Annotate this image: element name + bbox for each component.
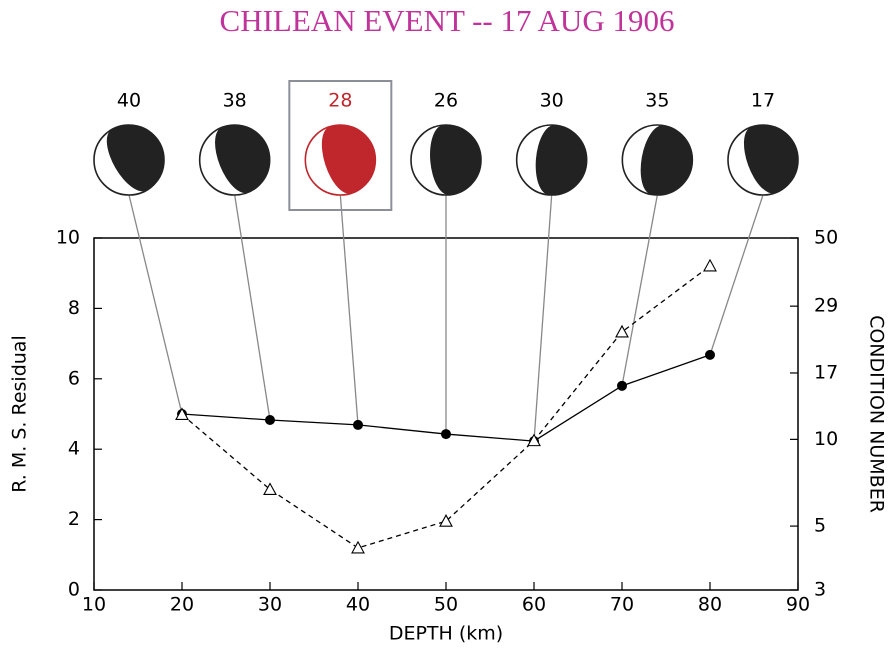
y-tick-label: 8 xyxy=(68,297,80,319)
y2-tick-label: 5 xyxy=(814,515,826,537)
triangle-marker xyxy=(616,326,628,337)
y2-tick-label: 50 xyxy=(814,227,838,249)
triangle-marker xyxy=(704,260,716,271)
x-tick-label: 30 xyxy=(258,594,282,616)
leader-line xyxy=(129,195,182,414)
mechanism-label: 38 xyxy=(223,90,247,112)
x-tick-label: 60 xyxy=(522,594,546,616)
leader-line xyxy=(235,195,270,420)
leader-line xyxy=(340,195,358,425)
circle-marker xyxy=(353,420,363,430)
y-tick-label: 0 xyxy=(68,579,80,601)
mechanism-label: 28 xyxy=(328,90,352,112)
y2-axis-label: CONDITION NUMBER xyxy=(866,315,888,513)
circle-marker xyxy=(617,381,627,391)
x-axis-label: DEPTH (km) xyxy=(389,623,503,645)
circle-marker xyxy=(705,350,715,360)
chart-title: CHILEAN EVENT -- 17 AUG 1906 xyxy=(220,3,675,38)
x-tick-label: 70 xyxy=(610,594,634,616)
x-tick-label: 40 xyxy=(346,594,370,616)
y-axis-label: R. M. S. Residual xyxy=(9,335,31,492)
leader-line xyxy=(710,195,763,355)
x-tick-label: 90 xyxy=(786,594,810,616)
y2-tick-label: 29 xyxy=(814,295,838,317)
leader-line xyxy=(534,195,552,441)
mechanism-label: 35 xyxy=(645,90,669,112)
leader-line xyxy=(622,195,657,386)
y-tick-label: 2 xyxy=(68,508,80,530)
y2-tick-label: 10 xyxy=(814,428,838,450)
y2-tick-label: 3 xyxy=(814,579,826,601)
y2-tick-label: 17 xyxy=(814,361,838,383)
circle-marker xyxy=(441,429,451,439)
triangle-marker xyxy=(352,542,364,553)
y-tick-label: 4 xyxy=(68,438,80,460)
mechanism-label: 30 xyxy=(540,90,564,112)
mechanism-label: 26 xyxy=(434,90,458,112)
chart: CHILEAN EVENT -- 17 AUG 1906 DEPTH (km) … xyxy=(0,0,894,650)
x-tick-label: 50 xyxy=(434,594,458,616)
mechanism-label: 17 xyxy=(751,90,775,112)
x-tick-label: 20 xyxy=(170,594,194,616)
y-tick-label: 6 xyxy=(68,367,80,389)
mechanism-label: 40 xyxy=(117,90,141,112)
x-tick-label: 80 xyxy=(698,594,722,616)
x-tick-label: 10 xyxy=(82,594,106,616)
y-tick-label: 10 xyxy=(56,227,80,249)
circle-marker xyxy=(265,415,275,425)
